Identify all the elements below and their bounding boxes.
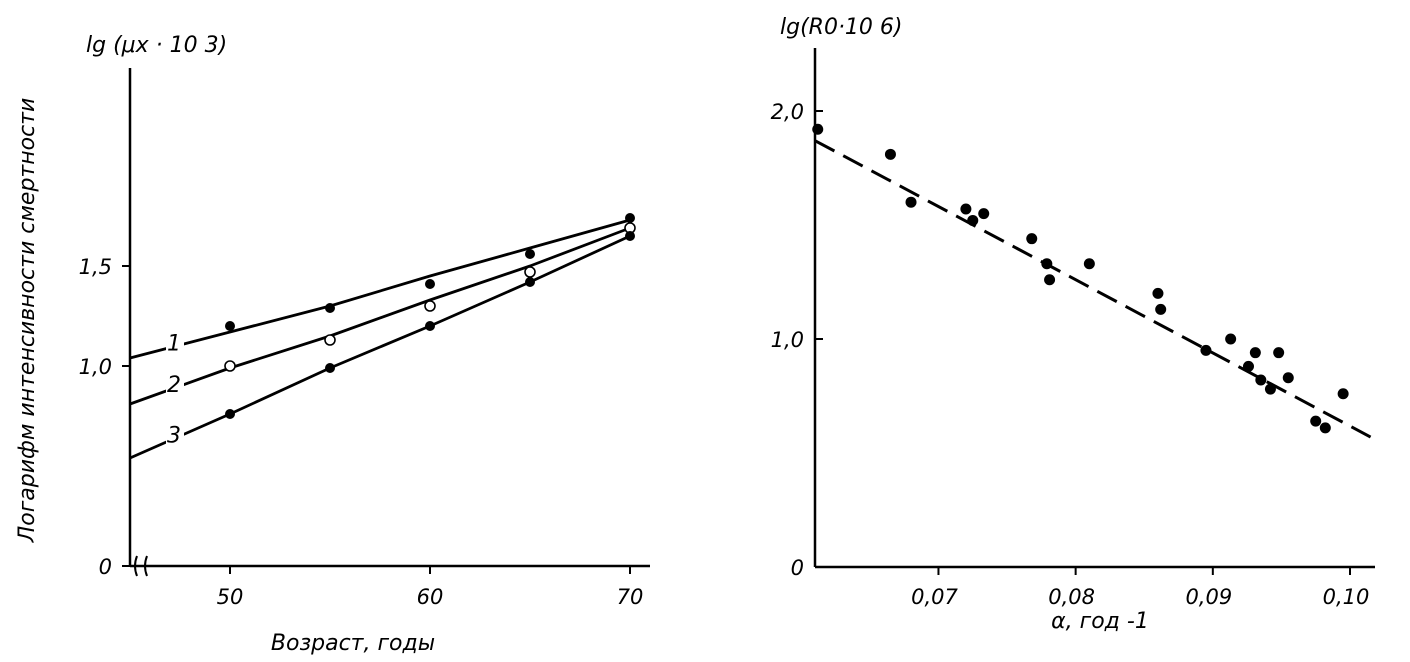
fit-line-2 xyxy=(129,226,631,406)
right-y-tick-label: 2,0 xyxy=(771,100,804,124)
scatter-point xyxy=(1242,360,1254,372)
scatter-point xyxy=(1041,258,1053,270)
left-y-tick-label: 1,5 xyxy=(79,255,112,279)
right-chart: lg(R0·10 6) α, год -1 0,07 0,08 0,09 0,10 0 1… xyxy=(771,15,1375,634)
left-x-tick-label: 60 xyxy=(417,585,444,609)
scatter-point xyxy=(1026,233,1038,245)
point-series-1 xyxy=(525,249,535,259)
scatter-point xyxy=(1337,388,1349,400)
point-series-1 xyxy=(425,279,435,289)
trend-line xyxy=(814,139,1372,439)
right-x-tick-label: 0,07 xyxy=(911,585,958,609)
scatter-point xyxy=(960,203,972,215)
curve-label-2: 2 xyxy=(167,373,181,398)
curve-label-bg xyxy=(166,328,184,357)
point-series-2 xyxy=(524,266,536,278)
point-series-3 xyxy=(625,231,635,241)
point-series-3 xyxy=(425,321,435,331)
right-y-tick-label: 1,0 xyxy=(771,328,804,352)
left-x-label: Возраст, годы xyxy=(271,631,435,656)
right-trend-line xyxy=(814,139,1372,439)
scatter-point xyxy=(1249,347,1261,359)
scatter-point xyxy=(978,208,990,220)
left-curve-labels: 1 2 3 xyxy=(166,328,184,449)
scatter-point xyxy=(1225,333,1237,345)
scatter-point xyxy=(1152,287,1164,299)
point-series-2 xyxy=(324,334,336,346)
curve-label-bg xyxy=(166,370,184,399)
point-series-1 xyxy=(325,303,335,313)
left-fit-lines xyxy=(129,218,631,460)
left-x-tick-label: 50 xyxy=(217,585,244,609)
scatter-point xyxy=(1155,303,1167,315)
scatter-point xyxy=(884,148,896,160)
scatter-point xyxy=(1200,344,1212,356)
curve-label-bg xyxy=(166,420,184,449)
scatter-point xyxy=(812,123,824,135)
right-y-title: lg(R0·10 6) xyxy=(780,15,903,40)
scatter-point xyxy=(1083,258,1095,270)
scatter-point xyxy=(1044,274,1056,286)
right-x-label: α, год -1 xyxy=(1051,609,1149,634)
right-points xyxy=(812,123,1349,434)
point-series-2 xyxy=(424,300,436,312)
fit-line-1 xyxy=(129,218,631,360)
scatter-point xyxy=(1273,347,1285,359)
left-y-tick-label: 1,0 xyxy=(79,355,112,379)
left-chart: lg (μx · 10 3) Логарифм интенсивности см… xyxy=(15,33,650,656)
left-points xyxy=(224,213,636,419)
scatter-point xyxy=(1255,374,1267,386)
scatter-point xyxy=(1310,415,1322,427)
scatter-point xyxy=(967,214,979,226)
scatter-point xyxy=(1319,422,1331,434)
left-axis-break xyxy=(134,555,148,577)
right-x-tick-label: 0,08 xyxy=(1048,585,1095,609)
point-series-3 xyxy=(225,409,235,419)
left-y-title: lg (μx · 10 3) xyxy=(86,33,227,58)
left-y-label: Логарифм интенсивности смертности xyxy=(15,98,40,544)
scatter-point xyxy=(905,196,917,208)
right-x-tick-label: 0,10 xyxy=(1323,585,1370,609)
point-series-1 xyxy=(625,213,635,223)
point-series-2 xyxy=(224,360,236,372)
scatter-point xyxy=(1264,383,1276,395)
right-x-tick-label: 0,09 xyxy=(1185,585,1232,609)
curve-label-1: 1 xyxy=(167,332,181,357)
right-ticks: 0,07 0,08 0,09 0,10 0 1,0 2,0 xyxy=(771,100,1370,609)
fit-line-3 xyxy=(129,234,631,460)
point-series-3 xyxy=(325,363,335,373)
point-series-1 xyxy=(225,321,235,331)
curve-label-3: 3 xyxy=(167,424,181,449)
right-y-tick-label: 0 xyxy=(791,556,804,580)
left-ticks: 50 60 70 0 1,0 1,5 xyxy=(79,255,644,609)
left-y-tick-label: 0 xyxy=(99,555,112,579)
point-series-3 xyxy=(525,277,535,287)
left-x-tick-label: 70 xyxy=(617,585,644,609)
scatter-point xyxy=(1282,372,1294,384)
